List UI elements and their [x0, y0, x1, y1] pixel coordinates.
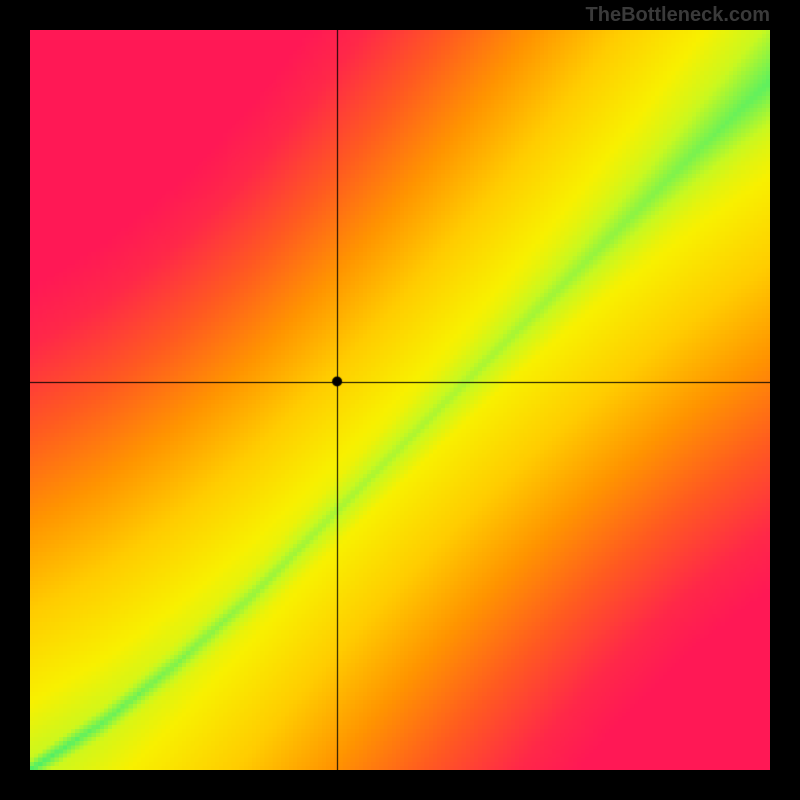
attribution-text: TheBottleneck.com [586, 4, 770, 27]
plot-area [30, 30, 770, 770]
chart-container: TheBottleneck.com [0, 0, 800, 800]
heatmap-canvas [30, 30, 770, 770]
